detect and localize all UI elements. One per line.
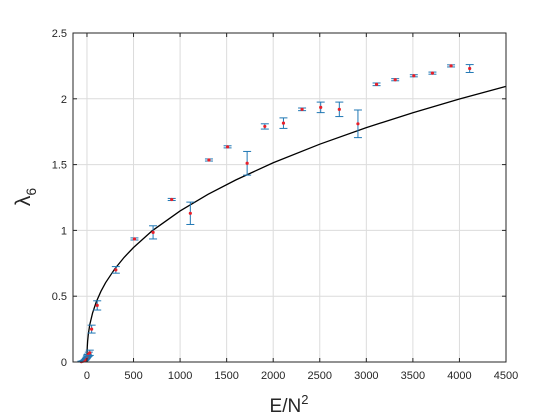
data-marker	[170, 197, 174, 202]
fit-curve-group	[86, 85, 507, 363]
data-marker	[95, 303, 99, 308]
data-point	[428, 71, 437, 75]
data-marker	[207, 158, 211, 162]
data-point	[335, 101, 344, 118]
y-tick-label: 1.5	[52, 160, 67, 172]
data-marker	[263, 124, 267, 129]
data-point	[316, 101, 325, 114]
data-marker	[468, 66, 472, 71]
data-point	[93, 300, 102, 311]
data-point	[409, 74, 418, 78]
data-marker	[430, 71, 435, 75]
data-point	[260, 123, 269, 130]
y-tick-label: 2	[61, 94, 67, 106]
data-point	[111, 266, 120, 274]
x-tick-label: 2000	[261, 370, 285, 382]
x-tick-label: 2500	[308, 370, 332, 382]
x-tick-label: 4000	[447, 370, 471, 382]
data-point	[447, 64, 456, 68]
y-axis-title: λ6	[12, 188, 39, 207]
data-point	[465, 64, 474, 73]
x-axis-title-base: E/N	[270, 396, 302, 417]
x-tick-label: 1000	[168, 370, 192, 382]
x-tick-label: 3500	[401, 370, 425, 382]
data-point	[149, 225, 158, 240]
y-tick-label: 2.5	[52, 28, 67, 40]
data-point	[298, 107, 307, 112]
x-axis-title: E/N2	[270, 392, 309, 417]
data-marker	[151, 230, 155, 234]
data-point	[85, 349, 94, 356]
data-marker	[449, 64, 453, 68]
data-point	[130, 237, 139, 241]
data-marker	[132, 237, 137, 241]
y-tick-label: 0	[61, 357, 67, 369]
x-tick-label: 4500	[494, 370, 518, 382]
data-marker	[281, 121, 286, 125]
axes-box	[72, 32, 507, 363]
y-tick-labels: 0 0.5 1 1.5 2 2.5	[52, 28, 67, 369]
x-tick-label: 1500	[214, 370, 238, 382]
data-marker	[356, 122, 360, 126]
x-tick-label: 500	[124, 370, 142, 382]
data-point	[243, 150, 252, 176]
y-axis-title-base: λ	[12, 195, 35, 206]
ticks	[73, 32, 507, 363]
data-marker	[412, 74, 416, 78]
data-marker	[188, 211, 192, 215]
data-point	[279, 117, 288, 129]
y-axis-title-sub: 6	[23, 188, 39, 196]
data-point	[353, 109, 362, 139]
plot-area	[73, 33, 506, 362]
data-point	[372, 82, 381, 87]
data-point	[186, 201, 195, 225]
data-marker	[374, 82, 379, 86]
y-tick-label: 1	[61, 225, 67, 237]
data-marker	[88, 351, 92, 355]
x-tick-label: 0	[84, 370, 90, 382]
data-point	[223, 145, 232, 149]
data-marker	[319, 105, 323, 109]
x-axis-title-sup: 2	[301, 392, 308, 407]
x-tick-label: 3000	[354, 370, 378, 382]
data-marker	[300, 107, 304, 111]
data-marker	[245, 161, 249, 165]
data-marker	[225, 145, 230, 149]
y-tick-label: 0.5	[52, 291, 67, 303]
data-point	[167, 197, 176, 202]
data-marker	[90, 327, 94, 331]
data-point	[87, 324, 96, 334]
x-tick-labels: 0 500 1000 1500 2000 2500 3000 3500 4000 4500	[84, 370, 518, 382]
fit-curve	[86, 85, 507, 363]
data-marker	[337, 107, 341, 111]
data-point	[391, 78, 400, 82]
data-point	[204, 158, 213, 162]
data-marker	[114, 268, 118, 272]
data-marker	[393, 78, 397, 82]
